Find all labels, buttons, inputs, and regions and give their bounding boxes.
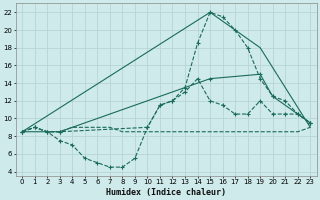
X-axis label: Humidex (Indice chaleur): Humidex (Indice chaleur): [106, 188, 226, 197]
